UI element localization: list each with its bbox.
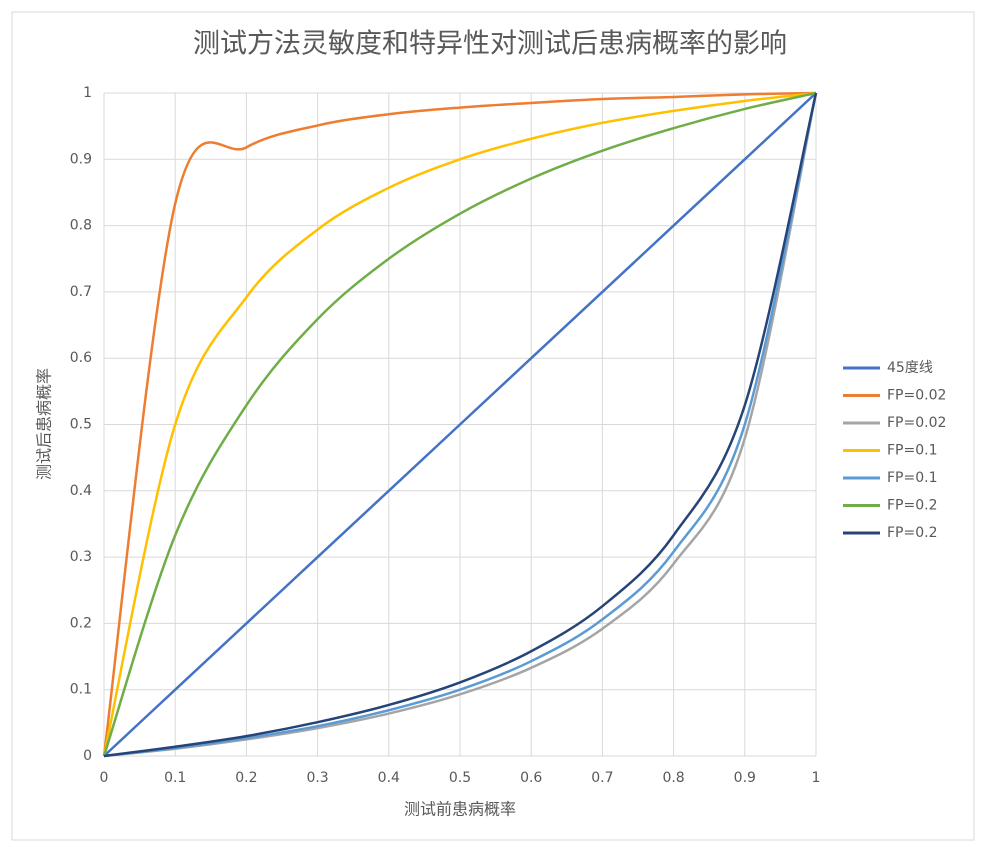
chart-title: 测试方法灵敏度和特异性对测试后患病概率的影响 (193, 29, 787, 60)
series-line (102, 91, 817, 757)
legend-label: FP=0.2 (887, 525, 938, 541)
x-tick-label: 0.8 (662, 770, 684, 786)
y-tick-label: 0.2 (70, 615, 92, 631)
y-tick-label: 0.4 (70, 483, 92, 499)
y-tick-label: 0.1 (70, 682, 92, 698)
series-line (103, 92, 818, 758)
x-tick-label: 0.2 (235, 770, 257, 786)
y-tick-label: 0.8 (70, 218, 92, 234)
series-line (102, 91, 817, 757)
y-tick-label: 0.6 (70, 350, 92, 366)
y-tick-label: 0.3 (70, 549, 92, 565)
legend-label: FP=0.1 (887, 443, 938, 459)
y-tick-label: 0.7 (70, 284, 92, 300)
x-tick-label: 0.7 (591, 770, 613, 786)
series-line (103, 92, 817, 757)
legend-label: 45度线 (887, 360, 933, 376)
x-tick-label: 0.6 (520, 770, 542, 786)
chart-border (11, 11, 975, 841)
series-line (103, 92, 818, 758)
legend-label: FP=0.02 (887, 415, 946, 431)
series-line (103, 92, 818, 758)
y-tick-label: 0 (83, 748, 92, 764)
y-tick-label: 1 (83, 85, 92, 101)
x-tick-label: 0.4 (378, 770, 400, 786)
x-tick-label: 1 (812, 770, 821, 786)
legend-label: FP=0.02 (887, 388, 946, 404)
legend-label: FP=0.2 (887, 498, 938, 514)
x-tick-label: 0.1 (164, 770, 186, 786)
x-tick-label: 0 (100, 770, 109, 786)
y-tick-label: 0.5 (70, 417, 92, 433)
x-axis-label: 测试前患病概率 (404, 800, 516, 819)
legend-label: FP=0.1 (887, 470, 938, 486)
y-axis-label: 测试后患病概率 (35, 368, 54, 480)
x-tick-label: 0.5 (449, 770, 471, 786)
y-tick-label: 0.9 (70, 151, 92, 167)
x-tick-label: 0.3 (306, 770, 328, 786)
series-line (102, 91, 817, 757)
x-tick-label: 0.9 (734, 770, 756, 786)
